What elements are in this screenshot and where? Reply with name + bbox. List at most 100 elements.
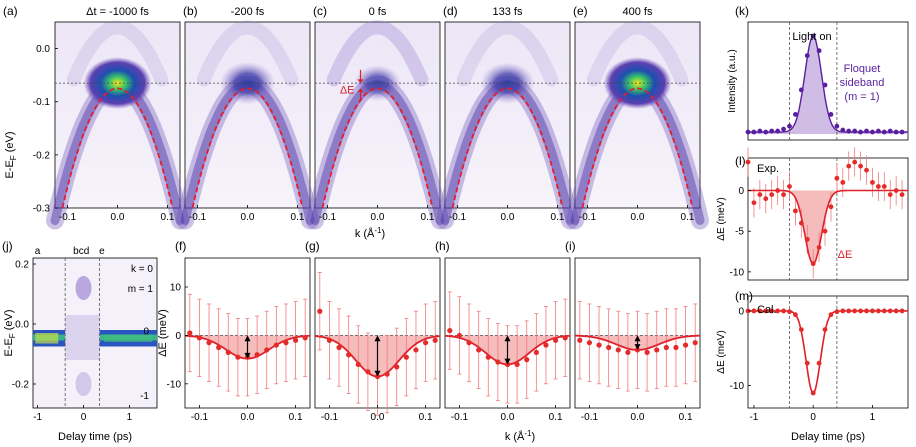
data-point [781,126,786,132]
data-point [514,361,520,368]
data-point [822,82,828,88]
arpes-frame [574,21,701,209]
plot-frame [747,295,909,409]
data-point [834,175,840,181]
band-fit-curve [581,87,694,209]
y-tick-label: -0.1 [33,97,51,108]
data-point [810,390,816,396]
data-point [577,337,583,343]
data-point [810,261,816,267]
data-point [346,352,352,358]
y-tick-label: -10 [730,267,745,278]
data-point [586,340,593,346]
panel-label: (h) [435,239,450,253]
data-point [858,163,863,169]
band-top-glow [83,57,152,110]
top-y-axis-label: E-EF (eV) [4,131,18,178]
data-point [875,184,881,189]
data-point [264,347,270,353]
heatmap-hot-right [104,334,153,342]
data-point [846,128,852,134]
band-fit-curve [451,87,564,209]
y-tick-label: 0.0 [36,44,50,55]
data-point [775,128,781,134]
x-tick-label: 0 [810,412,816,423]
data-point [781,308,786,314]
arpes-frame [54,21,181,209]
delta-arrowhead-bottom [374,370,381,377]
delta-e-arrowhead-up [357,88,364,93]
y-tick-label: 0.2 [15,260,29,271]
data-point [793,312,798,318]
delta-e-panel-g: (g) -0.1 0.0 0.1 [305,239,441,423]
panel-label: (f) [175,239,186,253]
data-point [804,53,810,58]
replica-band [456,20,559,87]
panel-label: (m) [735,289,753,303]
data-point [875,128,881,134]
data-point [225,349,231,355]
x-tick-label: 0.1 [289,412,303,423]
calc-curve [748,310,908,395]
data-point [816,360,822,366]
data-point [763,308,769,314]
data-point [495,359,501,365]
data-point [828,204,834,210]
data-point [644,349,650,355]
data-point [216,344,222,351]
delta-e-label: ΔE [838,249,853,261]
delta-arrowhead-bottom [504,358,511,365]
data-point [682,342,689,348]
arpes-panel-d: (d) 133 fs -0.1 0.0 0.1 [436,4,579,230]
y-tick-label: -10 [730,381,745,392]
delta-e-panel-h: (h) -0.1 0.0 0.1 [435,239,571,423]
data-point [864,308,869,314]
data-point [365,369,371,375]
data-point [763,129,769,135]
y-tick-label: -0.3 [33,204,51,215]
replica-band [586,20,689,87]
data-point [757,192,763,198]
panel-title: 133 fs [493,6,523,18]
delta-e-panel-i: (i) -0.1 0.0 0.1 [565,239,701,423]
x-tick-label: -0.1 [451,412,469,423]
data-point [846,308,852,314]
data-point [466,340,472,346]
x-tick-label: -1 [749,412,758,423]
y-tick-label: 0.0 [15,320,29,331]
data-point [757,128,763,134]
x-tick-label: 0.0 [501,412,515,423]
panel-label: (e) [573,4,588,18]
x-tick-label: 0.0 [631,412,645,423]
plot-frame [314,257,441,409]
data-point [673,344,679,351]
panel-m: (m)Cal.0-10-1 0 1ΔE (meV)Delay time (ps) [716,289,909,443]
y-tick-label: 0 [738,306,744,317]
panel-label: (c) [313,4,327,18]
data-point [775,188,781,193]
data-point [798,87,804,93]
x-tick-label: -0.1 [59,212,77,223]
data-point [422,340,429,346]
data-point [798,220,804,226]
data-point [816,48,822,54]
panel-l: (l) Exp. ΔE 0 -5 -10 ΔE (meV) [716,147,909,281]
panel-label: (g) [305,239,320,253]
data-point [798,327,804,332]
panel-label: (k) [735,4,749,18]
data-point [326,337,333,343]
mm1-label: -1 [140,391,149,402]
y-axis-label: E-EF (eV) [3,309,17,356]
delta-arrowhead-top [374,335,381,342]
heatmap-gap [65,315,100,360]
data-point [781,192,786,198]
panel-k: (k) Light on Floquet sideband (m = 1) Intensi… [727,4,909,141]
data-point [476,347,482,353]
x-axis-label: Delay time (ps) [791,431,865,443]
x-tick-label: 0.1 [421,212,435,223]
data-point [887,192,893,198]
x-tick-label: 0.1 [161,212,175,223]
data-point [787,123,792,129]
panel-label: (a) [3,4,18,18]
band-fit-curve [191,87,304,209]
